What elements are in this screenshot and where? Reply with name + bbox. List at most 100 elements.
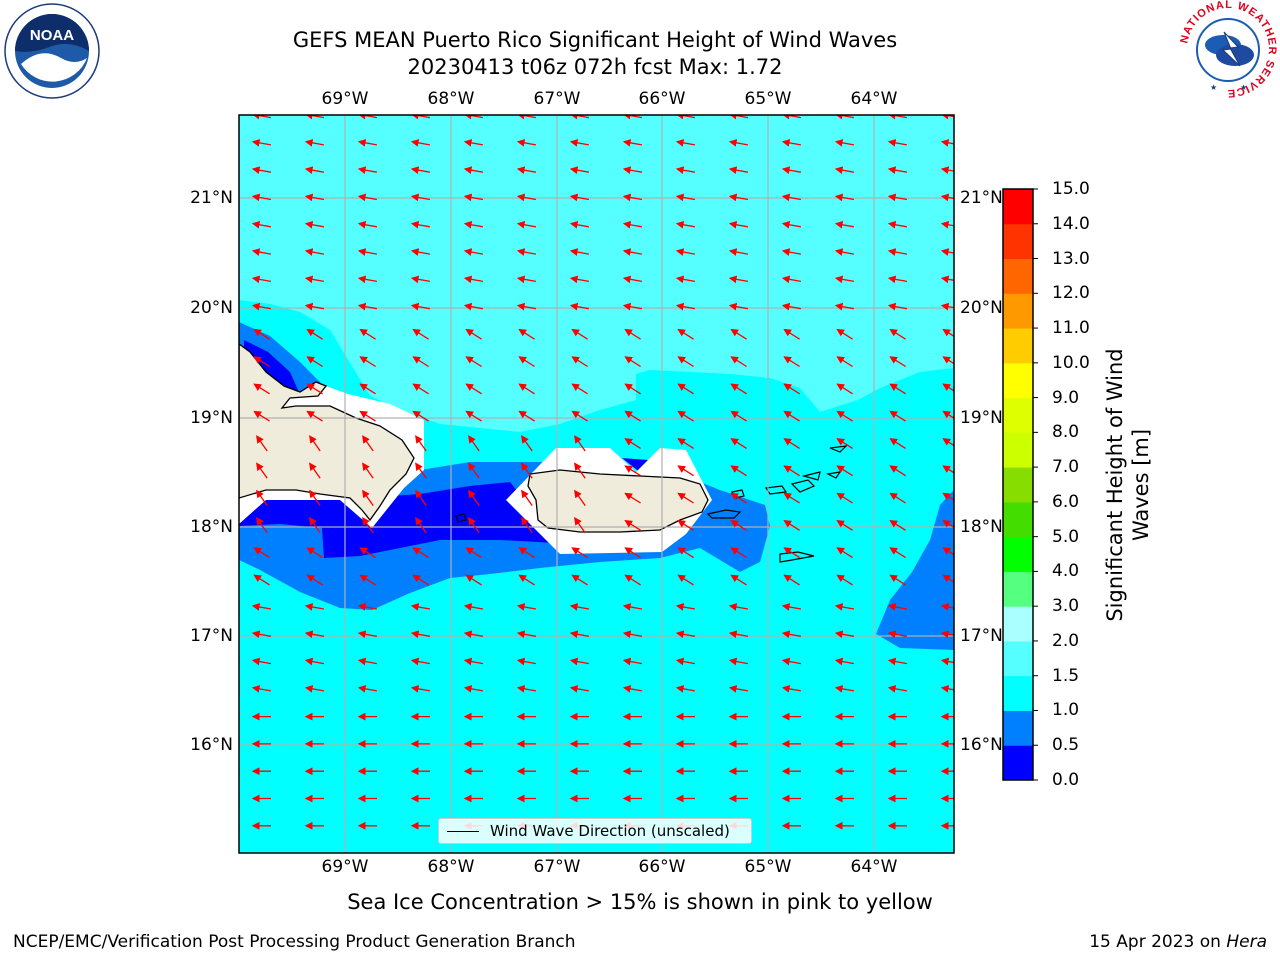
wind-wave-arrow xyxy=(521,517,533,534)
wind-wave-arrow xyxy=(942,492,954,501)
wind-wave-arrow xyxy=(889,547,906,559)
wind-wave-arrow xyxy=(569,139,590,147)
wind-wave-arrow xyxy=(518,574,535,586)
mask-hispaniola xyxy=(239,386,424,528)
wind-wave-arrow xyxy=(410,275,431,284)
wind-wave-arrow xyxy=(574,435,586,452)
wind-wave-arrow xyxy=(468,489,480,506)
wind-wave-arrow xyxy=(309,435,321,452)
wind-wave-arrow xyxy=(359,574,376,586)
colorbar-tick-label: 1.5 xyxy=(1052,665,1080,686)
wind-wave-arrow xyxy=(622,630,643,639)
wind-wave-arrow xyxy=(781,685,802,693)
wind-wave-arrow xyxy=(836,574,853,586)
wind-wave-arrow xyxy=(834,166,855,174)
island-anegada xyxy=(826,471,842,479)
wind-wave-arrow xyxy=(251,630,272,639)
wind-wave-arrow xyxy=(887,685,908,693)
colorbar-title: Significant Height of Wind Waves [m] xyxy=(1103,348,1153,622)
lat-label-right-20n: 20°N xyxy=(960,298,1003,318)
colorbar-segment xyxy=(1003,710,1033,746)
wind-wave-arrow xyxy=(463,220,484,229)
lon-label-bottom-69w: 69°W xyxy=(321,857,369,877)
wind-wave-arrow xyxy=(516,220,537,229)
wind-wave-arrow xyxy=(889,383,906,395)
wind-wave-arrow xyxy=(304,166,325,174)
wind-wave-arrow xyxy=(675,139,696,147)
lat-label-left-17n: 17°N xyxy=(190,626,233,646)
wind-wave-arrow xyxy=(675,220,696,229)
wind-wave-arrow xyxy=(309,489,321,506)
wind-wave-arrow xyxy=(624,438,641,449)
wind-wave-arrow xyxy=(410,603,431,611)
wind-wave-arrow xyxy=(728,166,749,174)
lon-label-top-68w: 68°W xyxy=(427,89,475,109)
wind-wave-arrow xyxy=(357,115,378,120)
wind-wave-arrow xyxy=(304,248,325,256)
wind-wave-arrow xyxy=(463,603,484,611)
wind-wave-arrow xyxy=(728,275,749,284)
wind-wave-arrow xyxy=(675,193,696,202)
wind-wave-arrow xyxy=(622,248,643,256)
wind-wave-arrow xyxy=(942,547,954,556)
wind-wave-arrow xyxy=(622,139,643,147)
chart-subtitle: 20230413 t06z 072h fcst Max: 1.72 xyxy=(407,55,783,79)
lon-label-bottom-64w: 64°W xyxy=(850,857,898,877)
legend-label: Wind Wave Direction (unscaled) xyxy=(490,822,730,840)
lon-label-top-65w: 65°W xyxy=(744,89,792,109)
wind-wave-arrow xyxy=(304,657,325,666)
colorbar-segment xyxy=(1003,606,1033,642)
lat-label-right-16n: 16°N xyxy=(960,735,1003,755)
sea-ice-note: Sea Ice Concentration > 15% is shown in … xyxy=(347,890,933,914)
wind-wave-arrow xyxy=(415,489,427,506)
wind-wave-arrow xyxy=(410,220,431,229)
wind-wave-arrow xyxy=(463,115,484,120)
wind-wave-arrow xyxy=(304,115,325,120)
wind-wave-arrow xyxy=(622,220,643,229)
wind-wave-arrow xyxy=(781,139,802,147)
wind-wave-arrow xyxy=(834,220,855,229)
wind-wave-arrow xyxy=(251,248,272,256)
wind-wave-arrow xyxy=(940,657,954,666)
wind-wave-arrow xyxy=(783,410,800,422)
wind-wave-arrow xyxy=(940,630,954,639)
colorbar-segment xyxy=(1003,745,1033,781)
lon-label-bottom-67w: 67°W xyxy=(533,857,581,877)
nws-logo: NATIONAL WEATHER SERVICE ★ ★ xyxy=(1178,0,1278,99)
wind-wave-arrow xyxy=(251,193,272,202)
wind-wave-arrow xyxy=(887,115,908,120)
wind-wave-arrow xyxy=(569,302,590,311)
wind-wave-direction-arrows xyxy=(251,115,954,830)
colorbar xyxy=(1002,188,1038,781)
wind-wave-arrow xyxy=(677,492,694,504)
island-st-croix xyxy=(779,551,815,563)
wind-wave-arrow xyxy=(410,248,431,256)
wind-wave-arrow xyxy=(357,139,378,147)
wind-wave-arrow xyxy=(624,356,641,368)
colorbar-tick-label: 10.0 xyxy=(1052,352,1090,373)
wind-wave-arrow xyxy=(516,275,537,284)
wind-wave-arrow xyxy=(251,685,272,693)
lat-label-right-18n: 18°N xyxy=(960,517,1003,537)
island-sombrero xyxy=(829,445,848,453)
colorbar-tick-label: 5.0 xyxy=(1052,526,1080,547)
island-vieques xyxy=(706,509,742,519)
wind-wave-arrow xyxy=(571,547,588,559)
wind-wave-arrow xyxy=(889,465,906,477)
wind-wave-arrow xyxy=(253,328,270,340)
colorbar-tick-label: 4.0 xyxy=(1052,561,1080,582)
wind-wave-arrow xyxy=(783,356,800,368)
wind-wave-arrow xyxy=(251,275,272,284)
wind-wave-arrow xyxy=(889,520,906,531)
wind-wave-arrow xyxy=(677,574,694,586)
wind-wave-arrow xyxy=(516,657,537,666)
wind-wave-arrow xyxy=(942,410,954,419)
wind-wave-arrow xyxy=(622,275,643,284)
wind-wave-arrow xyxy=(412,574,429,586)
lon-label-bottom-65w: 65°W xyxy=(744,857,792,877)
wind-wave-arrow xyxy=(465,574,482,586)
wind-wave-arrow xyxy=(834,139,855,147)
wind-wave-arrow xyxy=(675,115,696,120)
wind-wave-arrow xyxy=(465,547,482,559)
lat-label-right-17n: 17°N xyxy=(960,626,1003,646)
